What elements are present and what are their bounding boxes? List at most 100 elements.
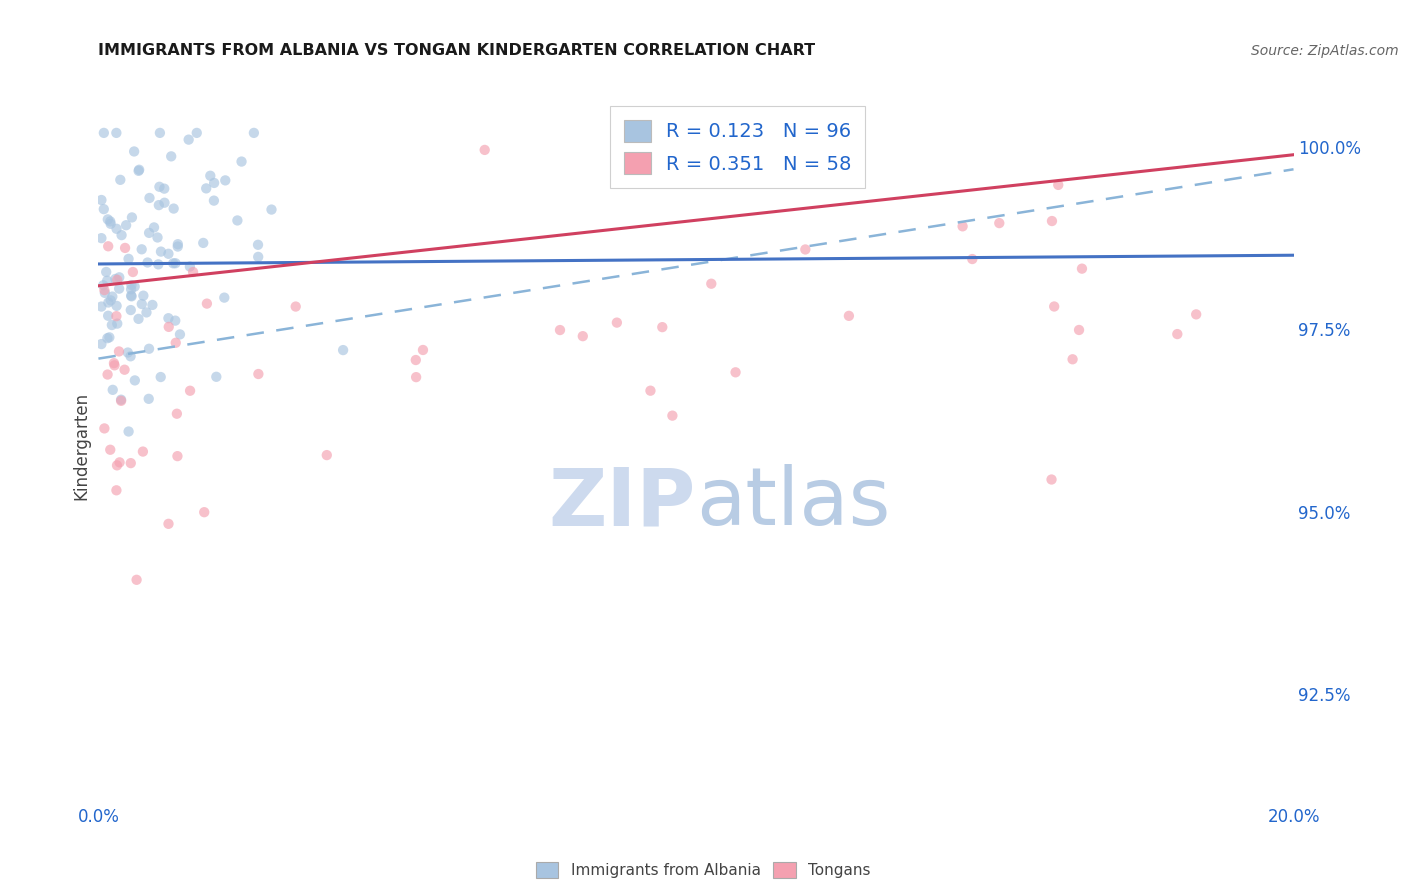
- Point: [1071, 261, 1094, 276]
- Point: [105, 126, 128, 140]
- Point: [1047, 178, 1070, 192]
- Point: [157, 247, 180, 261]
- Point: [138, 226, 160, 240]
- Point: [96, 265, 118, 279]
- Point: [962, 252, 984, 266]
- Point: [124, 373, 146, 387]
- Point: [247, 367, 270, 381]
- Point: [200, 169, 222, 183]
- Point: [128, 164, 150, 178]
- Point: [120, 456, 142, 470]
- Point: [606, 316, 628, 330]
- Point: [165, 256, 187, 270]
- Point: [205, 369, 228, 384]
- Point: [177, 133, 200, 147]
- Point: [202, 194, 225, 208]
- Point: [148, 179, 170, 194]
- Point: [100, 293, 122, 308]
- Point: [651, 320, 673, 334]
- Point: [100, 217, 122, 231]
- Point: [97, 368, 120, 382]
- Point: [193, 505, 215, 519]
- Point: [226, 213, 249, 227]
- Point: [166, 449, 188, 463]
- Point: [117, 425, 139, 439]
- Point: [149, 126, 172, 140]
- Point: [128, 162, 150, 177]
- Point: [138, 191, 160, 205]
- Point: [1040, 214, 1063, 228]
- Point: [90, 337, 112, 351]
- Point: [165, 313, 187, 327]
- Point: [166, 407, 188, 421]
- Point: [105, 317, 128, 331]
- Point: [179, 260, 201, 274]
- Legend: Immigrants from Albania, Tongans: Immigrants from Albania, Tongans: [530, 856, 876, 884]
- Point: [110, 392, 132, 407]
- Point: [104, 272, 127, 286]
- Text: ZIP: ZIP: [548, 464, 696, 542]
- Legend: R = 0.123   N = 96, R = 0.351   N = 58: R = 0.123 N = 96, R = 0.351 N = 58: [610, 106, 866, 188]
- Point: [794, 243, 817, 257]
- Point: [105, 483, 128, 498]
- Point: [136, 255, 159, 269]
- Point: [1043, 300, 1066, 314]
- Text: Source: ZipAtlas.com: Source: ZipAtlas.com: [1251, 44, 1399, 58]
- Point: [166, 239, 188, 253]
- Point: [101, 318, 124, 332]
- Point: [260, 202, 283, 217]
- Point: [1185, 307, 1208, 321]
- Point: [90, 300, 112, 314]
- Point: [149, 244, 172, 259]
- Point: [284, 300, 307, 314]
- Point: [193, 235, 215, 250]
- Point: [169, 327, 191, 342]
- Point: [146, 230, 169, 244]
- Text: IMMIGRANTS FROM ALBANIA VS TONGAN KINDERGARTEN CORRELATION CHART: IMMIGRANTS FROM ALBANIA VS TONGAN KINDER…: [98, 43, 815, 58]
- Point: [125, 573, 148, 587]
- Point: [93, 202, 115, 216]
- Point: [153, 195, 176, 210]
- Point: [108, 455, 131, 469]
- Point: [141, 298, 163, 312]
- Point: [131, 297, 153, 311]
- Point: [661, 409, 683, 423]
- Point: [101, 383, 124, 397]
- Point: [474, 143, 496, 157]
- Point: [148, 257, 170, 271]
- Point: [724, 365, 747, 379]
- Point: [148, 198, 170, 212]
- Point: [179, 384, 201, 398]
- Point: [105, 458, 128, 473]
- Point: [97, 309, 120, 323]
- Point: [103, 359, 125, 373]
- Point: [101, 290, 124, 304]
- Point: [90, 231, 112, 245]
- Point: [332, 343, 354, 357]
- Point: [121, 289, 143, 303]
- Point: [120, 349, 142, 363]
- Point: [98, 330, 121, 344]
- Point: [165, 335, 187, 350]
- Point: [98, 442, 121, 457]
- Point: [114, 241, 136, 255]
- Point: [163, 202, 186, 216]
- Point: [122, 145, 145, 159]
- Point: [94, 285, 117, 300]
- Point: [135, 305, 157, 319]
- Point: [138, 392, 160, 406]
- Point: [131, 242, 153, 256]
- Point: [132, 288, 155, 302]
- Point: [108, 270, 131, 285]
- Point: [405, 353, 427, 368]
- Point: [91, 278, 114, 293]
- Point: [157, 516, 180, 531]
- Point: [202, 176, 225, 190]
- Point: [108, 282, 131, 296]
- Point: [120, 303, 142, 318]
- Point: [117, 345, 139, 359]
- Point: [122, 265, 145, 279]
- Point: [120, 282, 142, 296]
- Point: [195, 181, 218, 195]
- Y-axis label: Kindergarten: Kindergarten: [72, 392, 90, 500]
